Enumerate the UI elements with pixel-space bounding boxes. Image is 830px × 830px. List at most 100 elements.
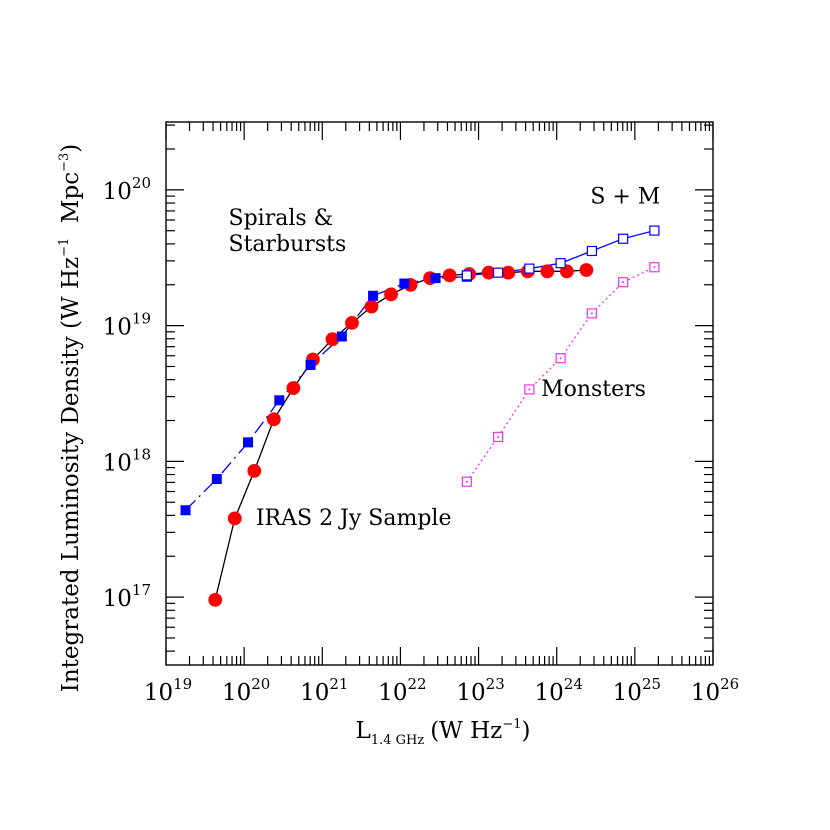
- tick-label-exponent: 23: [486, 675, 505, 693]
- tick-label-base: 10: [535, 680, 564, 706]
- marker-dot: [528, 388, 531, 391]
- x-axis-label: L1.4 GHz (W Hz−1): [356, 717, 531, 748]
- y-tick-label: 1020: [103, 174, 151, 205]
- plot-frame-box: [165, 121, 714, 666]
- marker-dot: [497, 435, 500, 438]
- data-point-s-plus-m: [586, 245, 597, 257]
- data-point-spirals-starbursts: [430, 273, 441, 284]
- y-tick-label: 1018: [103, 445, 151, 476]
- data-point-iras: [227, 511, 242, 526]
- tick-label-base: 10: [103, 179, 132, 205]
- marker-dot: [465, 480, 468, 483]
- y-axis-label-exponent-2: −3: [57, 153, 72, 172]
- annotation-text: Starbursts: [229, 232, 347, 257]
- x-axis-label-subscript: 1.4 GHz: [371, 733, 425, 748]
- series-line-iras: [214, 269, 587, 600]
- data-point-spirals-starbursts: [243, 437, 254, 448]
- x-tick-label: 1020: [222, 675, 270, 706]
- tick-label-base: 10: [378, 680, 407, 706]
- y-axis-label-mid: Mpc: [58, 172, 84, 238]
- x-tick-label: 1019: [144, 675, 192, 706]
- data-point-iras: [266, 412, 281, 427]
- series-line-monsters: [466, 266, 655, 483]
- x-axis-label-main: L: [356, 718, 371, 744]
- data-point-s-plus-m: [649, 225, 660, 236]
- tick-label-exponent: 19: [132, 310, 151, 328]
- tick-label-base: 10: [103, 450, 132, 476]
- x-axis-label-unit: (W Hz: [430, 718, 502, 744]
- data-point-iras: [579, 263, 594, 277]
- data-point-spirals-starbursts: [368, 290, 379, 301]
- tick-label-base: 10: [613, 680, 642, 706]
- tick-label-base: 10: [144, 680, 173, 706]
- series-markers: [180, 225, 660, 607]
- marker-dot: [590, 312, 593, 315]
- y-tick-label: 1017: [103, 581, 151, 612]
- y-axis-label: Integrated Luminosity Density (W Hz−1 Mp…: [57, 144, 84, 692]
- tick-labels: 1019 1020 1021 1022 1023 1024 1025 102610171018…: [103, 174, 740, 706]
- data-point-iras: [345, 316, 359, 330]
- tick-label-base: 10: [222, 680, 251, 706]
- data-point-s-plus-m: [555, 258, 566, 269]
- series-line-spirals-starbursts: [185, 276, 467, 511]
- tick-label-exponent: 26: [720, 675, 739, 693]
- data-point-iras: [540, 264, 555, 279]
- data-point-monsters: [618, 277, 629, 288]
- data-point-iras: [208, 592, 223, 607]
- y-axis-label-end: ): [58, 144, 84, 153]
- annotation-text: S + M: [590, 184, 660, 209]
- x-tick-label: 1023: [456, 675, 504, 706]
- tick-label-base: 10: [103, 586, 132, 612]
- y-axis-label-main: Integrated Luminosity Density (W Hz: [58, 257, 84, 692]
- x-tick-label: 1025: [613, 675, 661, 706]
- data-point-iras: [364, 299, 379, 314]
- data-point-iras: [384, 287, 398, 302]
- tick-label-exponent: 17: [132, 581, 151, 599]
- x-tick-label: 1026: [691, 675, 739, 706]
- series-lines: [185, 229, 655, 600]
- data-point-iras: [286, 381, 301, 395]
- tick-label-base: 10: [691, 680, 720, 706]
- tick-label-base: 10: [300, 680, 329, 706]
- data-point-spirals-starbursts: [211, 474, 222, 485]
- data-point-s-plus-m: [618, 233, 629, 244]
- tick-label-exponent: 25: [642, 675, 661, 693]
- y-tick-label: 1019: [103, 310, 151, 341]
- tick-label-exponent: 19: [173, 675, 192, 693]
- tick-label-exponent: 21: [329, 675, 348, 693]
- x-tick-label: 1024: [535, 675, 583, 706]
- data-point-spirals-starbursts: [274, 395, 285, 406]
- x-tick-label: 1022: [378, 675, 426, 706]
- marker-dot: [653, 266, 656, 269]
- data-point-iras: [247, 463, 262, 478]
- x-axis-label-exponent: −1: [502, 717, 521, 732]
- tick-label-base: 10: [456, 680, 485, 706]
- annotations: Spirals &Starbursts S + M Monsters IRAS 2 J…: [229, 184, 661, 531]
- marker-dot: [559, 357, 562, 360]
- data-point-spirals-starbursts: [305, 359, 316, 370]
- data-point-iras: [442, 268, 457, 283]
- tick-label-base: 10: [103, 315, 132, 341]
- data-point-monsters: [555, 353, 566, 364]
- data-point-monsters: [493, 431, 504, 443]
- data-point-spirals-starbursts: [336, 331, 347, 342]
- axis-ticks: [165, 122, 714, 665]
- tick-label-exponent: 20: [132, 174, 151, 192]
- data-point-monsters: [649, 262, 660, 273]
- data-point-s-plus-m: [493, 267, 504, 278]
- annotation-text: Monsters: [541, 377, 646, 402]
- tick-label-exponent: 22: [408, 675, 427, 693]
- tick-label-exponent: 24: [564, 675, 583, 693]
- data-point-s-plus-m: [461, 270, 472, 281]
- annotation-text: IRAS 2 Jy Sample: [256, 506, 452, 531]
- data-point-spirals-starbursts: [180, 505, 191, 516]
- data-point-iras: [501, 265, 516, 280]
- data-point-monsters: [461, 476, 472, 487]
- y-axis-label-exponent-1: −1: [57, 238, 72, 257]
- tick-label-exponent: 20: [251, 675, 270, 693]
- plot-frame: [165, 121, 714, 666]
- tick-label-exponent: 18: [132, 445, 151, 463]
- marker-dot: [622, 281, 625, 284]
- x-axis-label-close: ): [521, 718, 530, 744]
